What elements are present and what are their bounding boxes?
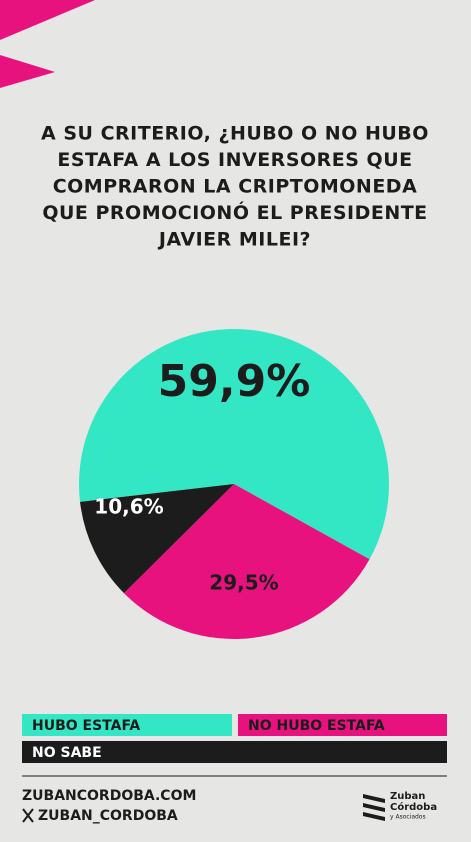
logo-mark [363, 794, 385, 821]
x-icon [22, 808, 34, 823]
title-line: ESTAFA A LOS INVERSORES QUE [57, 149, 412, 171]
pie-slice [80, 484, 234, 594]
legend: HUBO ESTAFA NO HUBO ESTAFA NO SABE [22, 714, 447, 763]
legend-label: NO SABE [32, 745, 102, 761]
social: ZUBAN_CORDOBA [38, 808, 178, 824]
pie-slice [123, 484, 370, 639]
decor [0, 0, 95, 40]
logo-text: Zuban [390, 791, 425, 802]
legend-swatch [22, 741, 447, 763]
data-label: 29,5% [209, 571, 278, 595]
legend-swatch [238, 714, 447, 736]
logo-text: Córdoba [390, 801, 437, 813]
data-label: 59,9% [158, 356, 311, 407]
title-line: QUE PROMOCIONÓ EL PRESIDENTE [42, 200, 427, 224]
website: ZUBANCORDOBA.COM [22, 788, 196, 804]
pie: 59,9% 29,5% 10,6% [79, 329, 390, 639]
logo-text: y Asociados [390, 814, 426, 821]
data-label: 10,6% [94, 495, 163, 519]
legend-label: NO HUBO ESTAFA [248, 718, 385, 734]
title-line: COMPRARON LA CRIPTOMONEDA [53, 176, 418, 198]
decor [0, 55, 55, 88]
title-line: JAVIER MILEI? [157, 229, 311, 251]
pie-slice [79, 329, 390, 560]
title-line: A SU CRITERIO, ¿HUBO O NO HUBO [41, 123, 429, 145]
legend-label: HUBO ESTAFA [32, 718, 140, 734]
legend-swatch [22, 714, 232, 736]
title: A SU CRITERIO, ¿HUBO O NO HUBO ESTAFA A L… [41, 123, 429, 251]
